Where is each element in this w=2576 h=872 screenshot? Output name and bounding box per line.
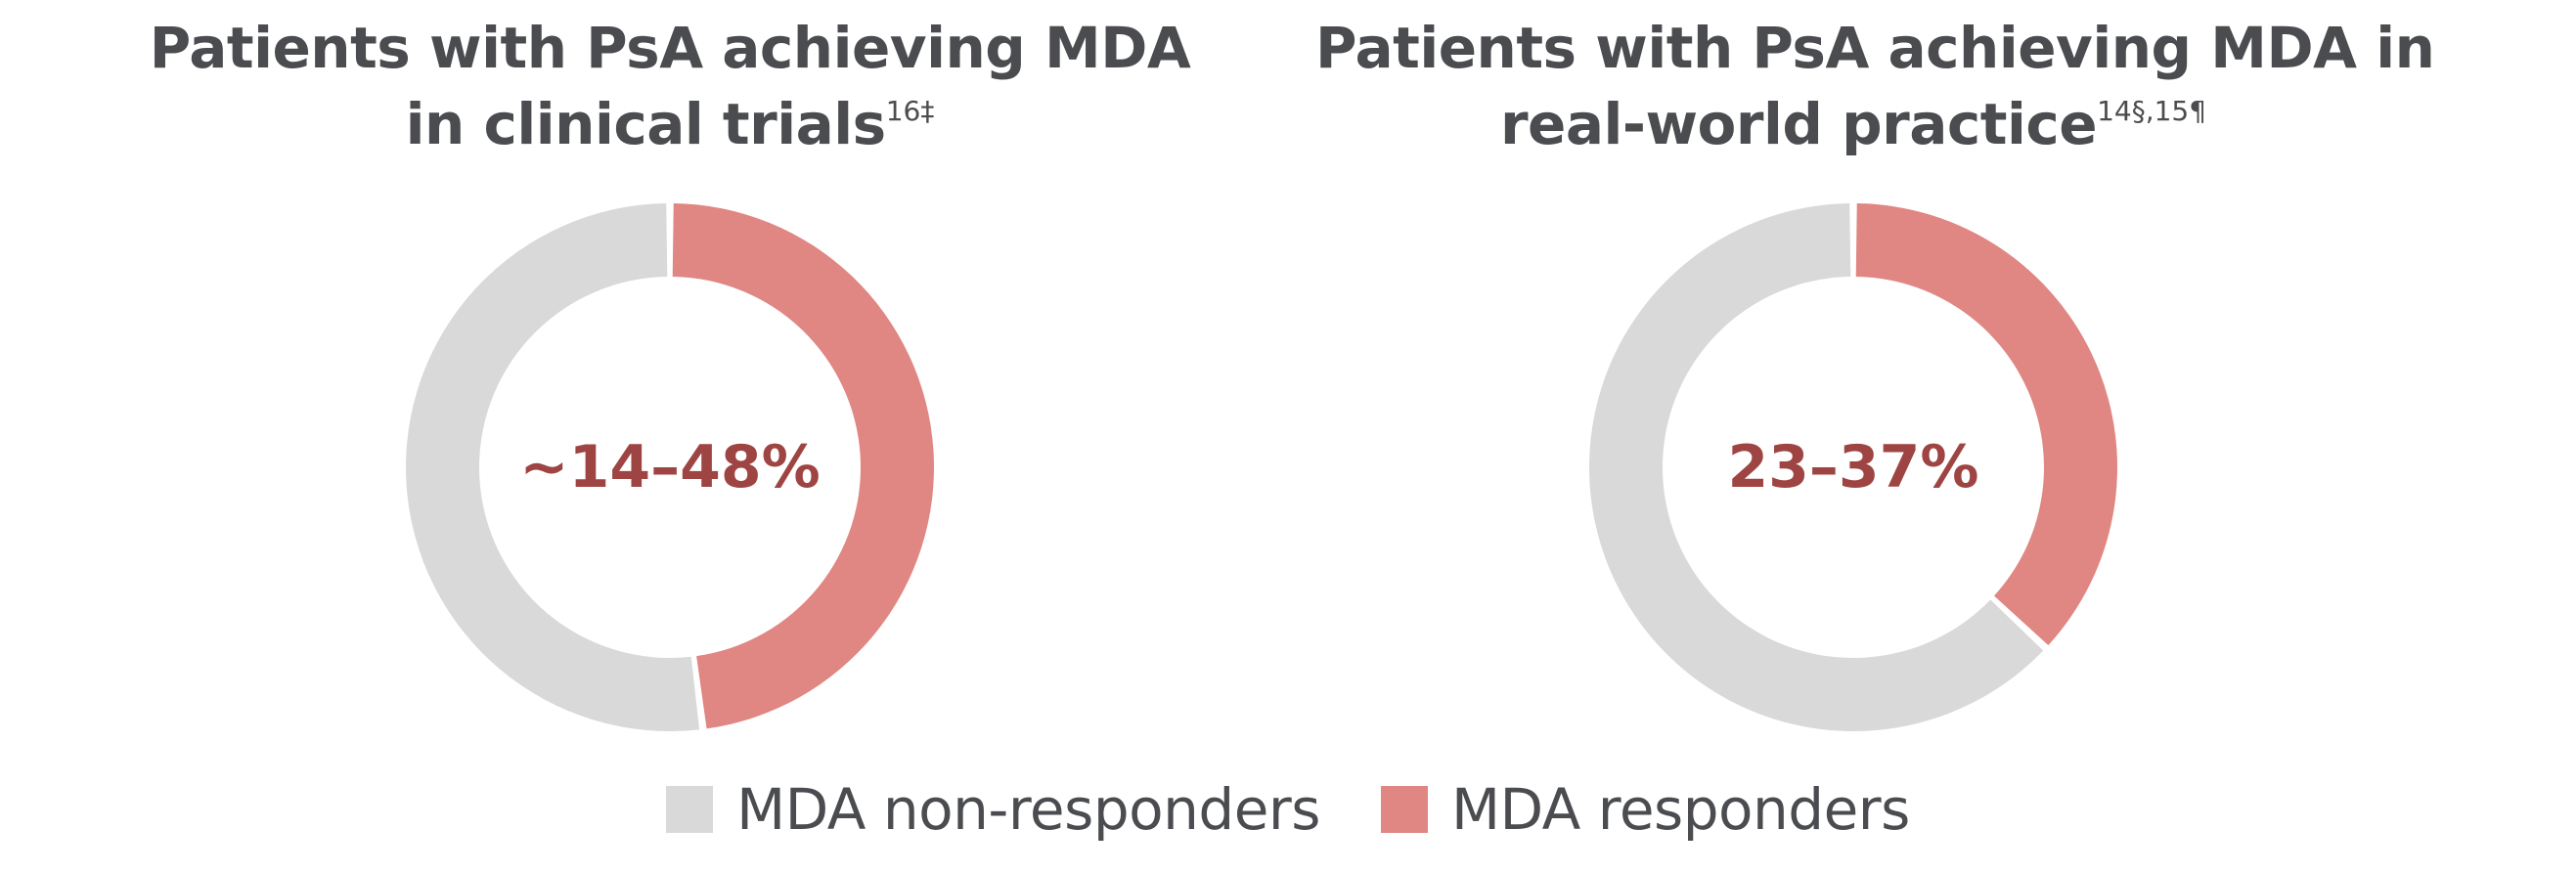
donut-chart: 23–37%	[1579, 194, 2127, 741]
donut-svg	[1589, 203, 2117, 732]
donut-slice-mda-responders	[1855, 203, 2117, 646]
donut-svg	[405, 203, 934, 732]
chart-title-line-1: Patients with PsA achieving MDA in	[1315, 15, 2435, 81]
donut-chart: ~14–48%	[396, 194, 944, 741]
chart-legend: MDA non-responders MDA responders	[0, 772, 2576, 847]
chart-title-line-2: in clinical trials	[405, 91, 887, 157]
donut-center-label: ~14–48%	[519, 433, 821, 501]
chart-panel-clinical-trials: Patients with PsA achieving MDA in clini…	[137, 0, 1203, 753]
donut-center-label: 23–37%	[1727, 433, 1979, 501]
legend-item-responders: MDA responders	[1380, 776, 1910, 843]
legend-label: MDA responders	[1450, 776, 1910, 843]
legend-swatch	[666, 786, 714, 833]
chart-title-footnote: 14§,15¶	[2097, 95, 2207, 127]
chart-title-line-1: Patients with PsA achieving MDA	[149, 15, 1191, 81]
chart-title: Patients with PsA achieving MDA in clini…	[137, 10, 1203, 162]
chart-title-footnote: 16‡	[885, 95, 935, 127]
donut-slice-mda-non-responders	[405, 203, 700, 732]
chart-title: Patients with PsA achieving MDA in real-…	[1315, 10, 2435, 162]
chart-title-line-2: real-world practice	[1499, 91, 2098, 157]
donut-slice-mda-responders	[672, 203, 934, 729]
legend-item-non-responders: MDA non-responders	[666, 776, 1320, 843]
legend-swatch	[1380, 786, 1428, 833]
donut-slice-mda-non-responders	[1589, 203, 2044, 732]
legend-label: MDA non-responders	[736, 776, 1320, 843]
chart-panel-real-world: Patients with PsA achieving MDA in real-…	[1315, 0, 2435, 753]
